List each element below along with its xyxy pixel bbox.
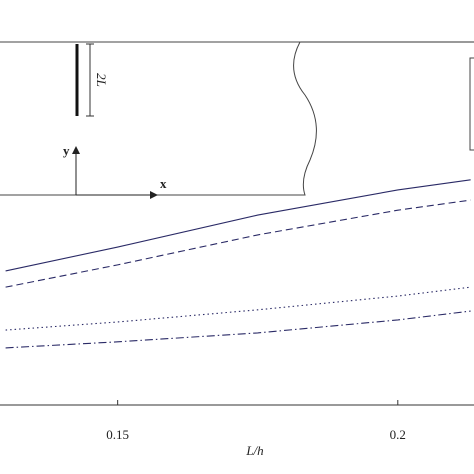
inset-edge bbox=[469, 57, 474, 151]
crack-label: 2L bbox=[94, 73, 109, 87]
arrow-head bbox=[72, 146, 80, 154]
inset-domain bbox=[0, 41, 317, 196]
series-line bbox=[5, 199, 471, 288]
x-tick-label: 0.15 bbox=[106, 427, 129, 442]
series-line bbox=[5, 310, 471, 349]
series-line bbox=[5, 286, 471, 331]
inset-y-label: y bbox=[63, 143, 70, 158]
inset-x-label: x bbox=[160, 176, 167, 191]
arrow-head bbox=[150, 191, 158, 199]
x-tick-label: 0.2 bbox=[390, 427, 406, 442]
x-axis-label: L/h bbox=[245, 443, 263, 458]
inset: 2L y x bbox=[0, 41, 474, 199]
series-line bbox=[5, 179, 471, 272]
